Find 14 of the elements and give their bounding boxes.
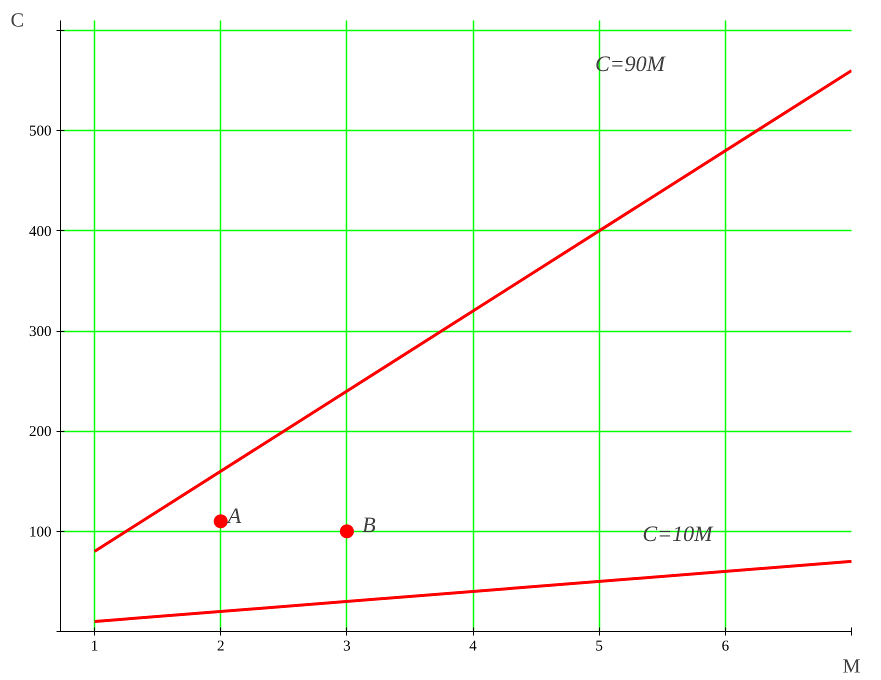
x-tick-label: 5 [595,638,603,654]
y-tick-label: 200 [29,424,52,440]
x-tick-label: 4 [469,638,478,654]
x-tick-label: 2 [216,638,224,654]
annotation: A [226,502,242,528]
y-axis-title: C [10,10,24,32]
x-tick-label: 6 [722,638,730,654]
x-tick-label: 3 [343,638,351,654]
x-tick-label: 1 [90,638,98,654]
y-tick-label: 300 [29,324,52,340]
y-tick-label: 100 [29,524,52,540]
x-axis-title: M [842,656,861,678]
y-tick-label: 400 [29,224,52,240]
y-tick-label: 500 [29,124,52,140]
